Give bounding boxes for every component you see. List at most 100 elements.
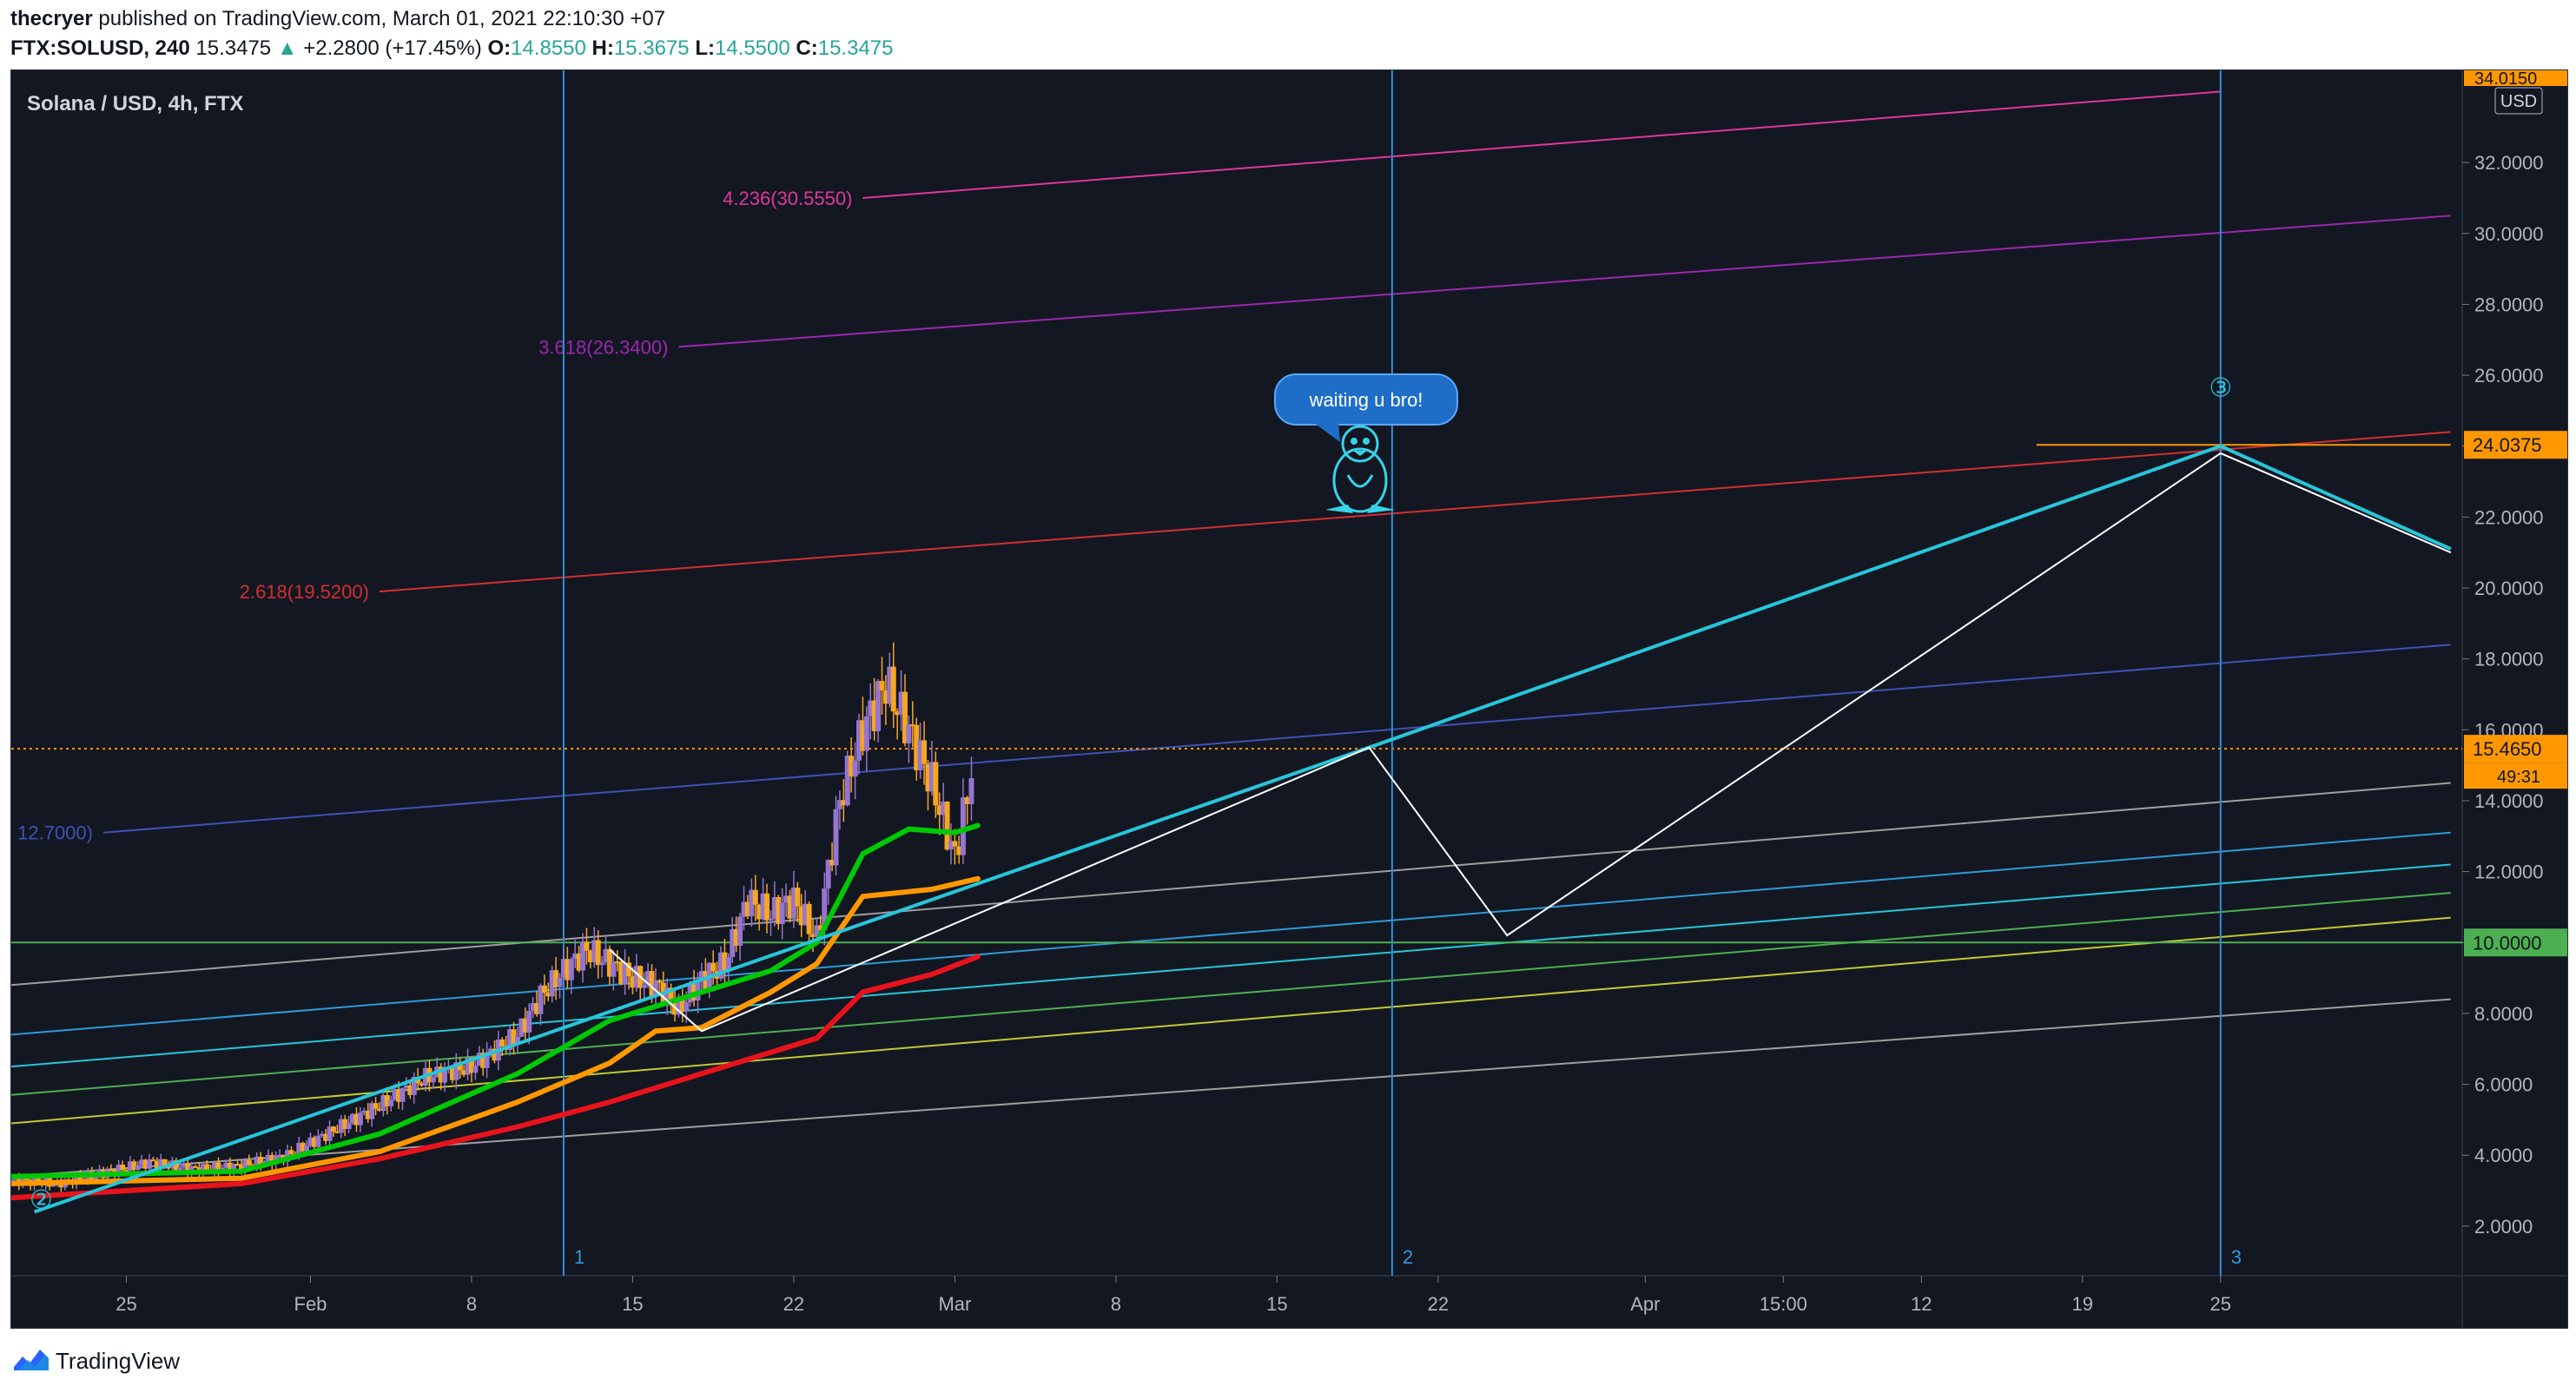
- candle-body: [223, 1162, 229, 1168]
- open-label: O:: [487, 36, 512, 60]
- wave-label-1: ③: [2209, 374, 2232, 403]
- candle-body: [511, 1029, 517, 1045]
- candle-body: [192, 1165, 198, 1168]
- countdown-text: 49:31: [2497, 768, 2540, 787]
- candle-body: [142, 1159, 149, 1169]
- top-price-tag: [2464, 70, 2567, 86]
- candle-body: [882, 690, 888, 704]
- candle-body: [553, 970, 559, 987]
- candle-body: [875, 681, 882, 731]
- vertical-marker-label-1: 1: [574, 1246, 585, 1268]
- x-tick-label-10: 15:00: [1760, 1293, 1807, 1315]
- penguin-icon: [1325, 425, 1395, 513]
- candle-body: [173, 1160, 179, 1171]
- candle-body: [307, 1137, 314, 1146]
- y-tick-label-12: 26.0000: [2474, 365, 2544, 386]
- candle-body: [135, 1165, 141, 1171]
- candle-body: [131, 1161, 137, 1171]
- candle-body: [611, 961, 617, 977]
- candle-body: [744, 901, 750, 917]
- publish-info: thecryer published on TradingView.com, M…: [10, 7, 665, 31]
- candle-body: [116, 1165, 122, 1176]
- candle-body: [795, 888, 801, 907]
- candle-body: [357, 1112, 363, 1126]
- price-tag-current: 15.4650: [2464, 735, 2567, 763]
- candle-body: [400, 1087, 406, 1102]
- candle-body: [442, 1069, 448, 1083]
- candle-body: [652, 980, 658, 996]
- candle-body: [806, 903, 812, 934]
- candle-body: [718, 952, 724, 979]
- y-tick-label-13: 28.0000: [2474, 294, 2544, 315]
- candle-body: [863, 716, 869, 751]
- candle-body: [684, 1002, 690, 1012]
- chart-title: Solana / USD, 4h, FTX: [27, 92, 243, 116]
- channel-line-5: [11, 998, 2451, 1178]
- candle-body: [453, 1062, 459, 1080]
- candle-body: [798, 906, 804, 926]
- candle-body: [565, 959, 571, 980]
- fib-label-3: 12.7000): [17, 822, 93, 844]
- candle-body: [461, 1070, 467, 1075]
- candle-body: [925, 763, 931, 792]
- wave-label-0: ②: [30, 1185, 53, 1214]
- callout-bubble: waiting u bro!: [1274, 373, 1458, 442]
- candle-body: [668, 987, 674, 1002]
- fib-line-0: [862, 90, 2221, 199]
- candle-body: [810, 934, 816, 937]
- candle-body: [814, 925, 820, 937]
- chart-header: thecryer published on TradingView.com, M…: [0, 0, 2576, 69]
- candle-body: [817, 925, 823, 931]
- candle-body: [760, 893, 766, 920]
- candle-body: [327, 1126, 333, 1141]
- candle-body: [150, 1159, 156, 1162]
- high-label: H:: [591, 36, 614, 60]
- y-tick-label-0: 2.0000: [2474, 1216, 2533, 1238]
- price-tag-10-text: 10.0000: [2473, 932, 2542, 954]
- tradingview-logo-icon[interactable]: [10, 1344, 52, 1376]
- candle-body: [457, 1062, 463, 1071]
- tradingview-brand[interactable]: TradingView: [56, 1348, 181, 1374]
- candle-body: [484, 1052, 490, 1068]
- candle-body: [825, 860, 831, 889]
- candle-body: [384, 1095, 390, 1106]
- candle-body: [733, 928, 739, 947]
- candle-body: [710, 962, 717, 972]
- high-value: 15.3675: [613, 36, 690, 60]
- fib-line-3: [102, 644, 2451, 834]
- symbol-label[interactable]: FTX:SOLUSD, 240: [10, 36, 190, 60]
- x-tick-label-6: 8: [1111, 1293, 1121, 1315]
- price-chart[interactable]: 4.236(30.5550) 3.618(26.3400) 2.618(19.520…: [11, 70, 2567, 1328]
- x-tick-label-12: 19: [2072, 1293, 2093, 1315]
- candle-body: [730, 928, 736, 957]
- candle-body: [369, 1103, 375, 1119]
- candle-body: [300, 1142, 306, 1152]
- price-tag-24: 24.0375: [2464, 431, 2567, 459]
- change-arrow-icon: ▲: [276, 36, 298, 60]
- x-tick-label-4: 22: [783, 1293, 804, 1315]
- candle-body: [968, 778, 974, 804]
- chart-area[interactable]: 4.236(30.5550) 3.618(26.3400) 2.618(19.520…: [10, 69, 2568, 1329]
- candle-body: [868, 700, 874, 716]
- candle-body: [906, 724, 912, 743]
- candle-body: [695, 979, 701, 1000]
- candle-body: [641, 984, 647, 988]
- low-value: 14.5500: [714, 36, 790, 60]
- candle-body: [342, 1119, 348, 1130]
- candle-body: [492, 1048, 498, 1061]
- candle-body: [545, 992, 552, 997]
- moving-average-2: [11, 954, 981, 1201]
- candle-body: [618, 961, 624, 985]
- candle-body: [952, 841, 958, 847]
- candle-body: [633, 966, 639, 988]
- candle-body: [841, 800, 847, 806]
- candle-body: [764, 893, 770, 921]
- candle-body: [438, 1066, 444, 1083]
- author-name[interactable]: thecryer: [10, 7, 93, 30]
- open-value: 14.8550: [511, 36, 586, 60]
- candle-body: [449, 1067, 455, 1080]
- candle-body: [941, 801, 947, 815]
- vertical-marker-label-3: 3: [2231, 1246, 2242, 1268]
- candle-body: [350, 1113, 356, 1124]
- candle-body: [376, 1108, 382, 1112]
